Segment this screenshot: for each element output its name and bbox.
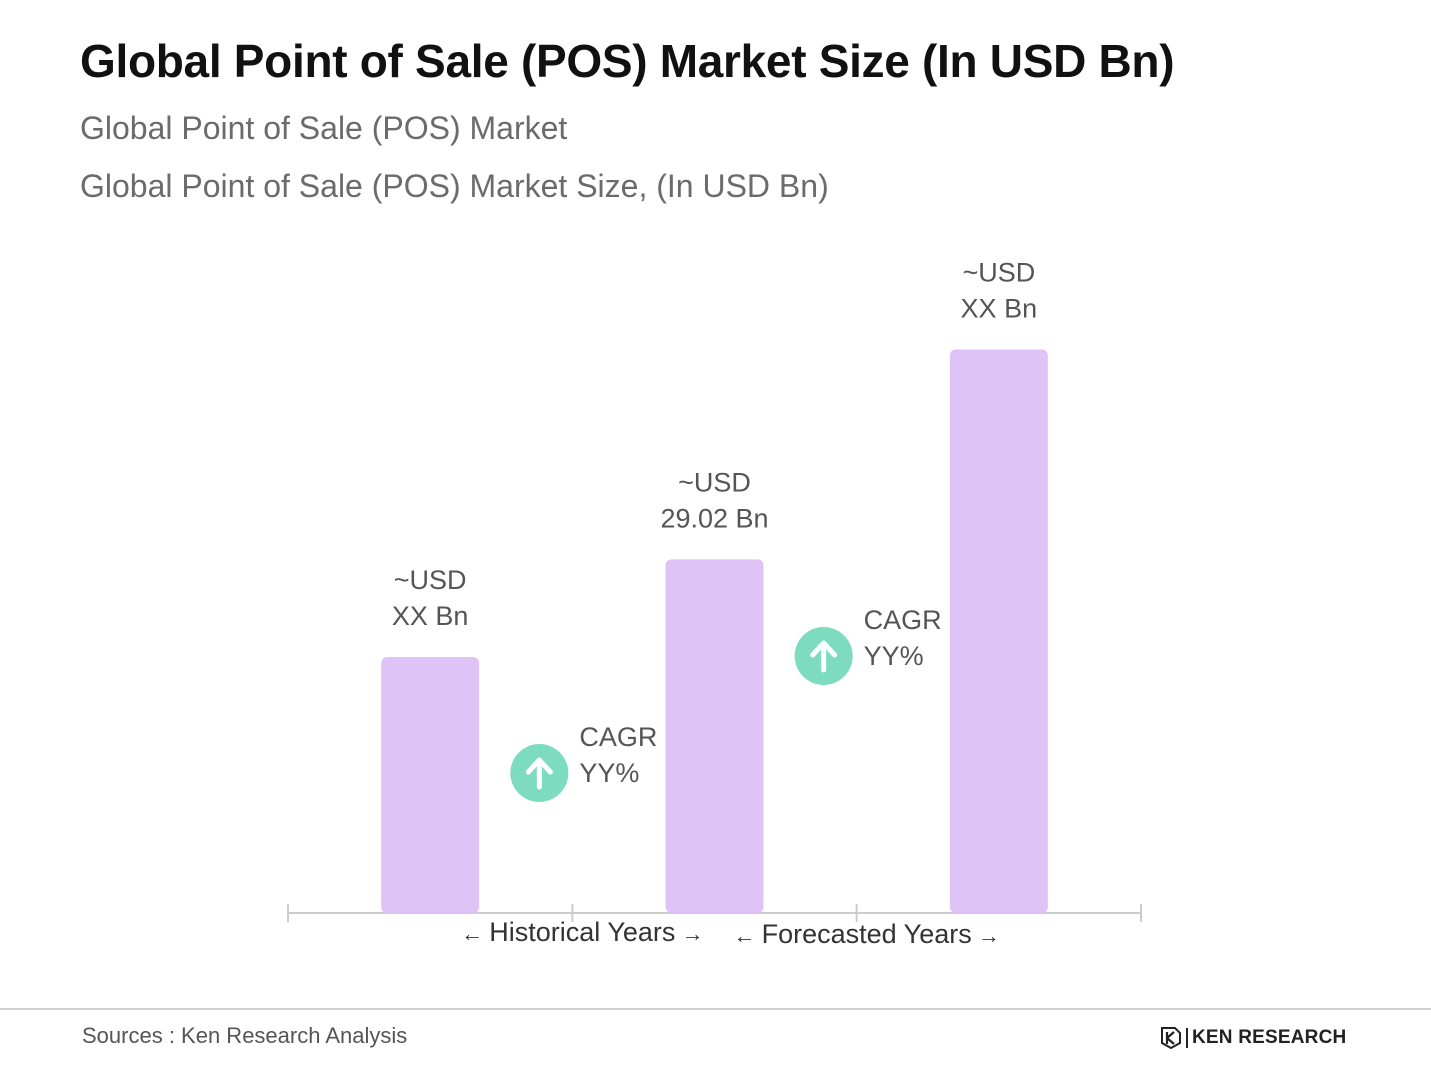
bar-data-label: ~USD: [962, 257, 1035, 287]
cagr-label: YY%: [864, 641, 924, 671]
footer-divider: [0, 1008, 1431, 1010]
arrow-up-icon: [810, 640, 838, 673]
bar-data-label: XX Bn: [392, 601, 469, 631]
arrow-left-icon: ←: [461, 921, 489, 946]
source-text: Sources : Ken Research Analysis: [82, 1023, 408, 1048]
logo-separator: [1186, 1028, 1188, 1048]
bar: [949, 349, 1048, 913]
cagr-label: YY%: [579, 758, 639, 788]
chart-subtitle: Global Point of Sale (POS) Market: [80, 110, 568, 146]
arrow-left-icon: ←: [733, 923, 761, 948]
brand-logo: KEN RESEARCH: [1160, 1025, 1346, 1051]
page-title: Global Point of Sale (POS) Market Size (…: [80, 35, 1175, 87]
forecasted-years-label: ← Forecasted Years →: [733, 919, 999, 949]
period-labels-group: ← Historical Years → ← Forecasted Years →: [461, 917, 1000, 949]
logo-text: KEN RESEARCH: [1192, 1027, 1347, 1048]
bar-data-label: ~USD: [678, 467, 751, 497]
bar: [381, 657, 480, 913]
arrow-right-icon: →: [972, 923, 1000, 948]
ken-research-logo-icon: [1161, 1027, 1181, 1050]
cagr-indicator: CAGR YY%: [794, 605, 942, 685]
arrow-up-icon: [525, 757, 553, 790]
chart-subtitle-secondary: Global Point of Sale (POS) Market Size, …: [80, 168, 829, 204]
historical-years-label: ← Historical Years →: [461, 917, 703, 947]
bar-data-label: XX Bn: [961, 293, 1038, 323]
arrow-right-icon: →: [675, 921, 703, 946]
data-labels-group: ~USD XX Bn ~USD 29.02 Bn ~USD XX Bn: [392, 257, 1037, 631]
bar-data-label: ~USD: [394, 565, 467, 595]
cagr-indicator: CAGR YY%: [510, 722, 657, 802]
cagr-label: CAGR: [864, 605, 942, 635]
cagr-label: CAGR: [579, 722, 657, 752]
bar-data-label: 29.02 Bn: [660, 503, 768, 533]
cagr-group: CAGR YY% CAGR YY%: [510, 605, 942, 802]
bar: [665, 559, 764, 913]
bars-group: [381, 349, 1048, 913]
